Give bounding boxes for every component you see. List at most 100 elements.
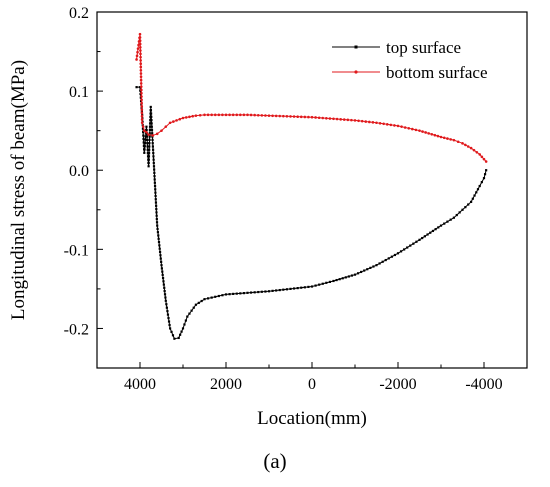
point-top-surface-80	[153, 178, 156, 181]
series	[135, 32, 488, 340]
point-bottom-surface-107	[396, 124, 400, 128]
point-bottom-surface-135	[484, 160, 488, 163]
point-top-surface-174	[318, 283, 321, 286]
point-top-surface-141	[200, 299, 203, 303]
point-top-surface-108	[161, 270, 164, 273]
point-top-surface-44	[147, 151, 151, 155]
point-top-surface-43	[147, 155, 151, 158]
point-top-surface-144	[210, 296, 213, 299]
point-top-surface-118	[165, 303, 168, 306]
point-bottom-surface-124	[452, 138, 456, 142]
point-bottom-surface-121	[442, 136, 446, 140]
point-bottom-surface-94	[350, 118, 353, 122]
point-top-surface-115	[163, 293, 167, 296]
legend-marker-top-surface	[354, 45, 358, 49]
y-tick-label-0-2: 0.2	[69, 5, 89, 22]
point-top-surface-206	[418, 238, 421, 241]
point-bottom-surface-125	[456, 140, 460, 144]
point-top-surface-0	[135, 86, 138, 89]
point-bottom-surface-83	[310, 115, 314, 119]
point-bottom-surface-28	[140, 101, 143, 105]
point-top-surface-52	[148, 125, 152, 128]
point-top-surface-151	[235, 292, 238, 295]
point-top-surface-48	[148, 138, 151, 141]
point-bottom-surface-84	[314, 116, 317, 119]
point-top-surface-20	[143, 151, 146, 154]
point-top-surface-110	[161, 277, 165, 280]
point-top-surface-183	[347, 275, 350, 278]
point-bottom-surface-51	[194, 114, 198, 117]
point-top-surface-58	[149, 105, 152, 109]
point-top-surface-125	[169, 327, 172, 330]
point-bottom-surface-19	[139, 72, 143, 75]
point-top-surface-22	[143, 145, 146, 148]
point-top-surface-225	[471, 197, 474, 200]
legend-marker-bottom-surface	[354, 70, 358, 74]
point-top-surface-133	[183, 323, 186, 326]
legend-label-bottom-surface: bottom surface	[386, 63, 488, 82]
point-bottom-surface-63	[239, 113, 242, 117]
point-top-surface-160	[267, 290, 271, 293]
point-top-surface-124	[168, 323, 171, 327]
point-bottom-surface-72	[271, 114, 274, 118]
x-tick-label-0: 0	[308, 376, 316, 393]
point-bottom-surface-67	[253, 113, 256, 117]
point-top-surface-17	[142, 141, 145, 144]
point-bottom-surface-41	[160, 129, 163, 132]
point-top-surface-215	[443, 222, 446, 225]
series-bottom-surface	[135, 32, 488, 163]
point-top-surface-185	[353, 273, 357, 276]
point-top-surface-85	[154, 194, 157, 198]
point-top-surface-175	[321, 282, 324, 285]
point-top-surface-201	[403, 248, 406, 251]
point-top-surface-159	[264, 290, 267, 293]
point-top-surface-103	[159, 254, 162, 257]
point-bottom-surface-90	[335, 117, 339, 121]
point-top-surface-67	[151, 135, 154, 138]
point-top-surface-92	[155, 217, 158, 221]
point-bottom-surface-96	[357, 119, 360, 123]
point-bottom-surface-10	[138, 42, 142, 46]
point-bottom-surface-24	[140, 88, 143, 92]
point-bottom-surface-31	[140, 111, 144, 115]
point-bottom-surface-126	[461, 142, 464, 145]
point-bottom-surface-74	[278, 114, 282, 118]
point-top-surface-176	[325, 281, 328, 284]
point-top-surface-134	[184, 319, 187, 322]
point-bottom-surface-92	[342, 118, 346, 121]
point-bottom-surface-46	[178, 117, 182, 121]
point-bottom-surface-43	[168, 121, 172, 125]
point-top-surface-162	[275, 289, 278, 292]
point-top-surface-220	[458, 211, 461, 214]
x-tick-label-4000: 4000	[124, 376, 156, 393]
point-top-surface-150	[232, 292, 235, 295]
point-top-surface-29	[145, 128, 148, 132]
point-bottom-surface-32	[140, 114, 144, 118]
point-top-surface-95	[156, 227, 159, 230]
point-top-surface-200	[399, 250, 403, 253]
point-top-surface-196	[387, 257, 390, 260]
point-top-surface-167	[292, 287, 296, 290]
point-bottom-surface-76	[285, 114, 289, 118]
point-top-surface-119	[165, 306, 168, 309]
point-top-surface-135	[186, 315, 189, 318]
point-top-surface-209	[426, 233, 429, 236]
point-top-surface-21	[143, 148, 146, 151]
point-bottom-surface-55	[210, 113, 213, 117]
point-bottom-surface-110	[407, 126, 411, 130]
point-bottom-surface-97	[360, 119, 364, 123]
point-bottom-surface-109	[403, 126, 407, 129]
point-top-surface-172	[310, 285, 314, 288]
point-bottom-surface-18	[139, 68, 143, 72]
point-top-surface-233	[485, 169, 488, 172]
point-top-surface-152	[239, 292, 242, 295]
point-top-surface-114	[163, 289, 166, 293]
point-top-surface-168	[296, 287, 299, 290]
point-top-surface-98	[157, 237, 160, 240]
point-top-surface-120	[166, 310, 169, 313]
point-top-surface-197	[390, 255, 393, 258]
point-top-surface-230	[480, 180, 483, 184]
point-top-surface-228	[476, 188, 480, 191]
point-top-surface-89	[155, 208, 158, 211]
